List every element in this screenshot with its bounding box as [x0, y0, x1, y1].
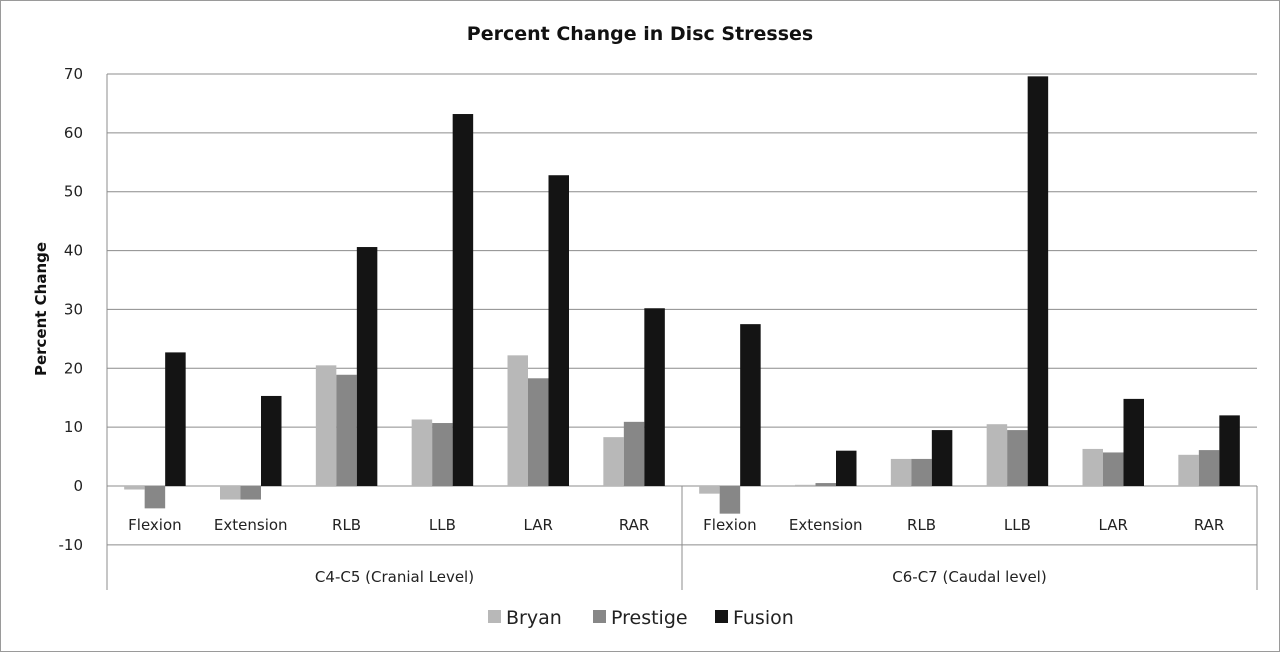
bar-fusion-extension-0: [261, 395, 282, 486]
bar-prestige-rar-1: [1198, 450, 1220, 486]
bar-bryan-flexion-0: [124, 486, 145, 490]
bar-prestige-flexion-0: [144, 486, 166, 509]
legend-swatch-bryan: [488, 610, 501, 623]
bar-fusion-llb-1: [1027, 76, 1049, 487]
category-label: LLB: [429, 516, 456, 534]
y-tick-label: 50: [64, 183, 83, 201]
legend-label-bryan: Bryan: [506, 607, 562, 629]
y-tick-label: 10: [64, 418, 83, 436]
y-tick-label: 60: [64, 124, 83, 142]
bar-fusion-lar-0: [548, 175, 569, 486]
bar-prestige-rar-0: [623, 421, 645, 486]
bar-bryan-rlb-0: [315, 365, 337, 486]
bar-prestige-lar-0: [528, 378, 549, 486]
bar-bryan-extension-1: [795, 484, 816, 486]
chart-title: Percent Change in Disc Stresses: [467, 23, 813, 45]
bar-prestige-flexion-1: [719, 486, 741, 514]
category-label: Flexion: [703, 516, 757, 534]
category-label: Extension: [789, 516, 863, 534]
category-label: LAR: [1099, 516, 1128, 534]
legend-swatch-fusion: [715, 610, 728, 623]
bar-fusion-flexion-0: [165, 352, 186, 486]
y-tick-label: 30: [64, 300, 83, 318]
y-tick-label: 40: [64, 242, 83, 260]
bars: [124, 76, 1240, 514]
y-axis-label: Percent Change: [32, 242, 50, 376]
bar-bryan-rar-0: [603, 437, 624, 486]
bar-prestige-rlb-1: [911, 458, 932, 486]
category-label: RLB: [332, 516, 361, 534]
legend: Bryan Prestige Fusion: [488, 607, 794, 629]
bar-fusion-rlb-1: [931, 430, 953, 486]
bar-bryan-lar-0: [507, 355, 528, 486]
bar-bryan-lar-1: [1082, 448, 1103, 486]
bar-bryan-extension-0: [220, 486, 241, 500]
bar-bryan-flexion-1: [699, 486, 720, 494]
bar-prestige-llb-0: [432, 423, 453, 486]
bar-bryan-llb-1: [986, 424, 1008, 486]
bar-fusion-lar-1: [1123, 398, 1144, 486]
bar-prestige-lar-1: [1103, 452, 1124, 486]
category-label: Extension: [214, 516, 288, 534]
bar-prestige-llb-1: [1007, 430, 1028, 486]
y-tick-label: 20: [64, 359, 83, 377]
category-label: LLB: [1004, 516, 1031, 534]
category-label: Flexion: [128, 516, 182, 534]
bar-prestige-rlb-0: [336, 374, 357, 486]
bar-prestige-extension-1: [815, 483, 836, 486]
category-label: LAR: [524, 516, 553, 534]
y-tick-labels: -10 0 10 20 30 40 50 60 70: [59, 65, 84, 554]
gridlines: [107, 73, 1257, 546]
y-tick-label: 70: [64, 65, 83, 83]
y-tick-label: -10: [59, 536, 84, 554]
bar-bryan-rar-1: [1178, 454, 1199, 486]
bar-prestige-extension-0: [240, 486, 261, 500]
bar-fusion-flexion-1: [740, 324, 761, 486]
legend-label-fusion: Fusion: [733, 607, 794, 629]
bar-fusion-extension-1: [836, 450, 857, 486]
legend-swatch-prestige: [593, 610, 606, 623]
bar-bryan-rlb-1: [890, 458, 912, 486]
category-label: RLB: [907, 516, 936, 534]
bar-fusion-rar-1: [1219, 415, 1240, 486]
category-label: RAR: [619, 516, 650, 534]
legend-label-prestige: Prestige: [611, 607, 688, 629]
bar-fusion-rar-0: [644, 308, 665, 486]
group-label: C6-C7 (Caudal level): [892, 568, 1046, 586]
category-label: RAR: [1194, 516, 1225, 534]
category-axis: C4-C5 (Cranial Level) Flexion Extension RLB…: [106, 74, 1258, 590]
bar-bryan-llb-0: [411, 419, 433, 486]
bar-fusion-rlb-0: [356, 247, 378, 486]
bar-fusion-llb-0: [452, 114, 474, 486]
group-label: C4-C5 (Cranial Level): [315, 568, 474, 586]
y-tick-label: 0: [73, 477, 83, 495]
